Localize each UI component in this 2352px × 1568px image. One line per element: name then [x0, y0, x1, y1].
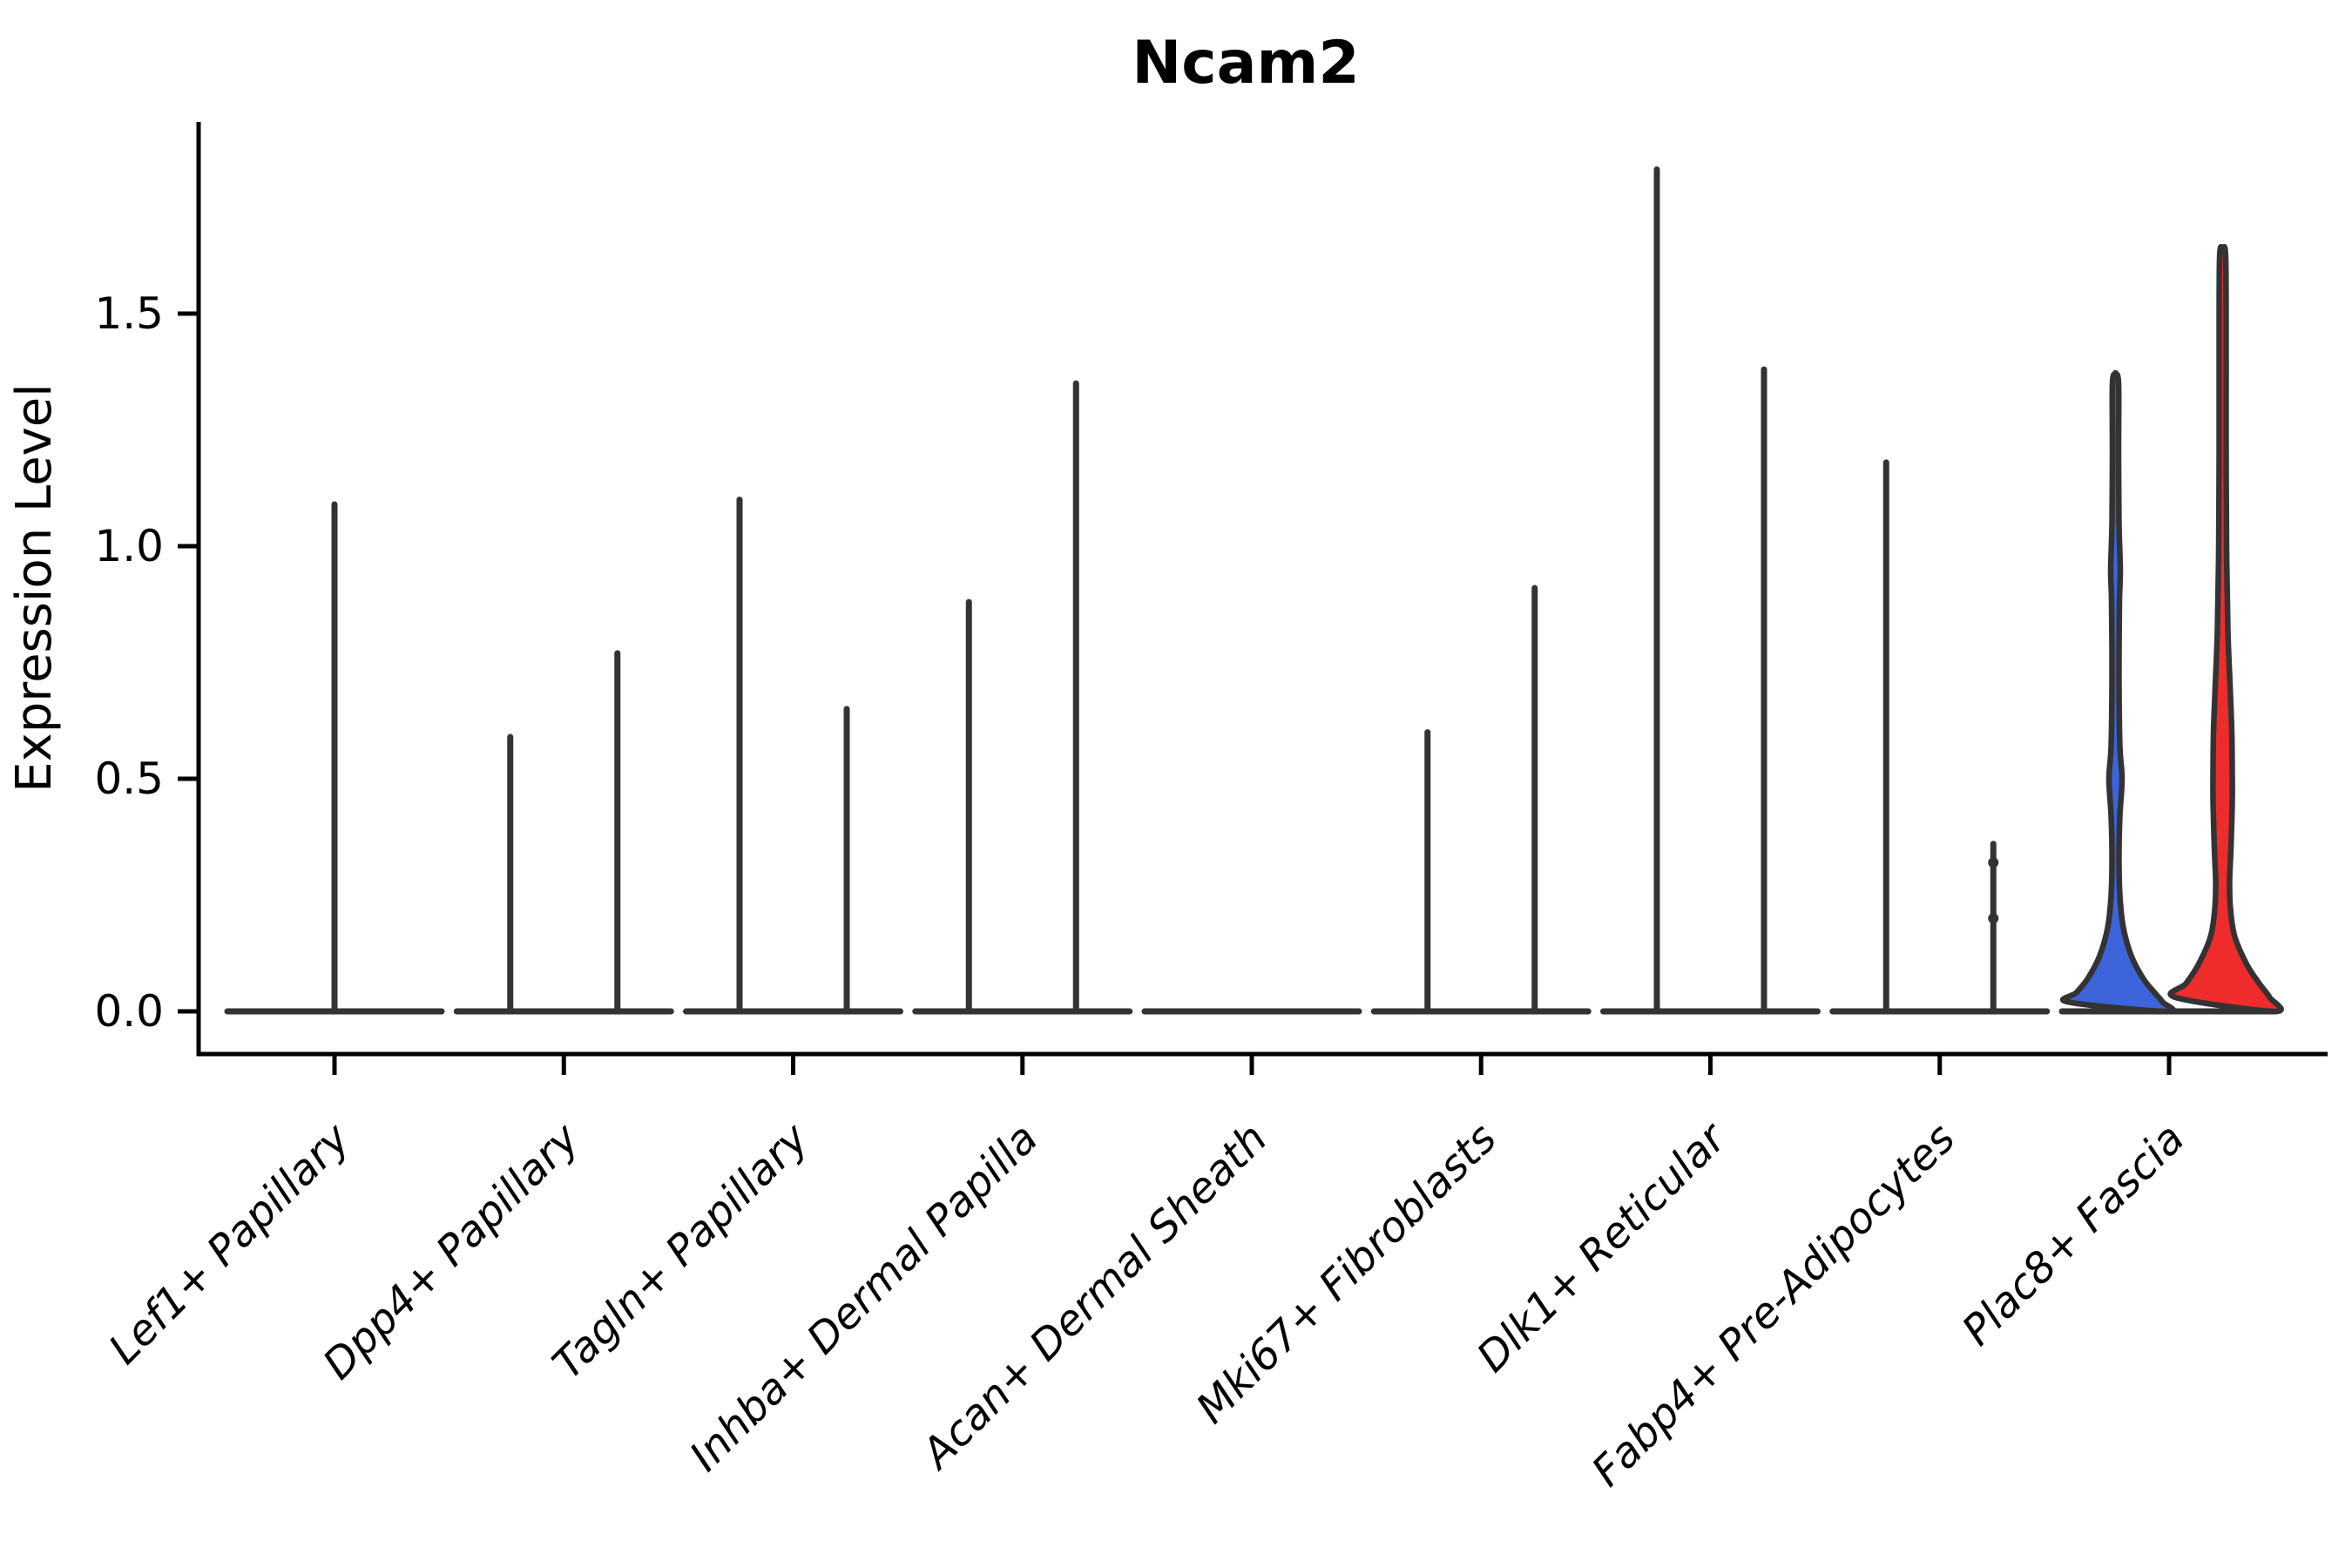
- y-axis-ticks: 0.0 0.5 1.0 1.5: [94, 288, 199, 1037]
- chart-title: Ncam2: [1132, 29, 1359, 98]
- violin-body-left: [2059, 369, 2176, 1015]
- violin-category: [912, 380, 1133, 1015]
- violin-body-right: [2167, 243, 2284, 1015]
- axes: [196, 122, 2328, 1057]
- violin-series: [224, 166, 2284, 1015]
- x-tick-label: Tagln+ Papillary: [544, 1113, 819, 1389]
- violin-category: [453, 650, 674, 1015]
- x-tick-label: Lef1+ Papillary: [99, 1113, 360, 1374]
- x-tick-label: Dpp4+ Papillary: [314, 1113, 589, 1389]
- y-tick-label: 1.5: [94, 288, 164, 339]
- violin-outlier-notch: [1988, 913, 1999, 924]
- y-tick-label: 1.0: [94, 521, 164, 571]
- y-tick-label: 0.0: [94, 986, 164, 1037]
- violin-category: [683, 497, 903, 1015]
- violin-category: [1829, 459, 2051, 1015]
- violin-category: [1370, 585, 1592, 1015]
- x-tick-label: Fabp4+ Pre-Adipocytes: [1583, 1114, 1965, 1497]
- violin-outlier-notch: [1988, 857, 1999, 868]
- y-axis-label: Expression Level: [6, 383, 63, 793]
- x-tick-label: Plac8+ Fascia: [1953, 1114, 2194, 1355]
- violin-category: [2058, 243, 2284, 1015]
- y-tick-label: 0.5: [94, 754, 164, 804]
- x-tick-label: Dlk1+ Reticular: [1468, 1112, 1738, 1382]
- violin-category: [1600, 166, 1821, 1015]
- violin-category: [224, 501, 445, 1015]
